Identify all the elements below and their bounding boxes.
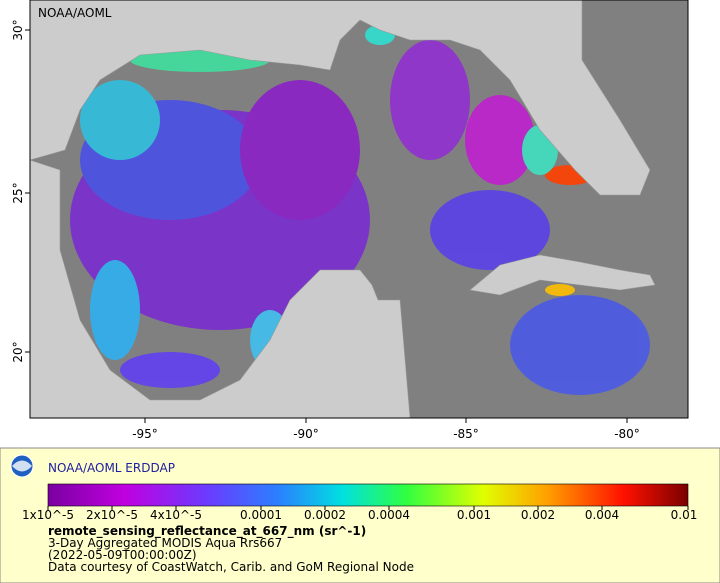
variable-name: remote_sensing_reflectance_at_667_nm (sr… <box>48 524 366 539</box>
caption-line: (2022-05-09T00:00:00Z) <box>48 548 197 562</box>
noaa-logo-bird <box>12 460 32 472</box>
lat-label: 25° <box>11 182 25 203</box>
colorbar-label: 1x10^-5 <box>22 508 74 522</box>
colorbar-label: 0.01 <box>671 508 698 522</box>
lon-label: -95° <box>132 427 158 441</box>
watermark: NOAA/AOML <box>38 6 112 20</box>
map-area <box>30 0 688 418</box>
lat-label: 20° <box>11 341 25 362</box>
colorbar-label: 0.0002 <box>304 508 346 522</box>
lon-label: -80° <box>614 427 640 441</box>
land <box>30 0 656 418</box>
colorbar-label: 0.001 <box>457 508 491 522</box>
colorbar-label: 0.002 <box>521 508 555 522</box>
legend-title: NOAA/AOML ERDDAP <box>48 461 175 475</box>
colorbar-label: 4x10^-5 <box>150 508 202 522</box>
lon-label: -85° <box>453 427 479 441</box>
colorbar-label: 0.004 <box>585 508 619 522</box>
colorbar-label: 0.0001 <box>240 508 282 522</box>
legend-panel <box>0 447 720 583</box>
map-frame <box>29 0 689 419</box>
lat-label: 30° <box>11 19 25 40</box>
colorbar-label: 2x10^-5 <box>86 508 138 522</box>
lon-label: -90° <box>293 427 319 441</box>
caption-line: 3-Day Aggregated MODIS Aqua Rrs667 <box>48 536 282 550</box>
caption-line: Data courtesy of CoastWatch, Carib. and … <box>48 560 414 574</box>
colorbar <box>47 483 689 507</box>
colorbar-label: 0.0004 <box>368 508 410 522</box>
data-field <box>70 25 650 395</box>
